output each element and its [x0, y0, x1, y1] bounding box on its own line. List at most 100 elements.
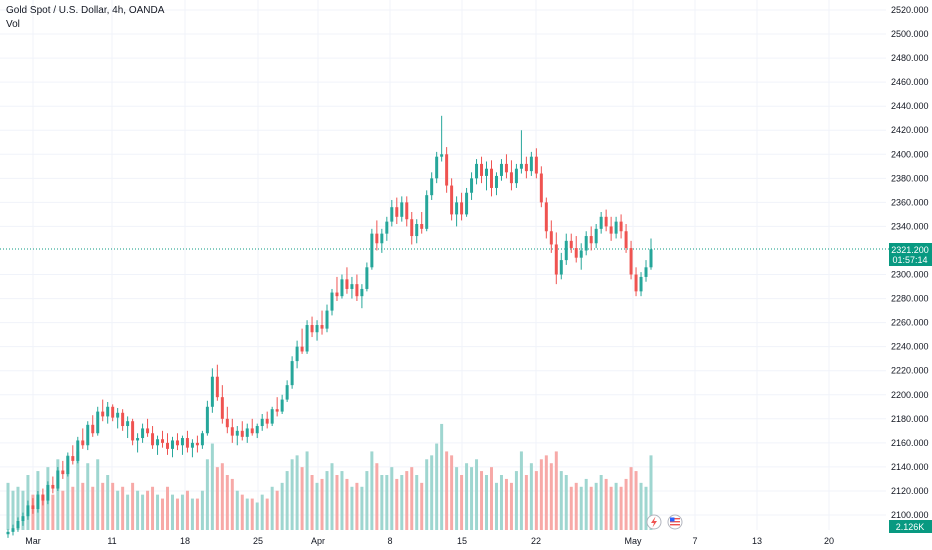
candle-body [499, 163, 503, 176]
volume-bar [499, 475, 503, 530]
candle-body [325, 310, 329, 329]
volume-bar [350, 486, 354, 530]
candle-body [594, 228, 598, 244]
volume-bar [584, 478, 588, 530]
volume-bar [514, 471, 518, 530]
volume-bar [215, 467, 219, 530]
volume-bar [425, 459, 429, 530]
volume-bar [365, 471, 369, 530]
price-axis[interactable]: 2520.000 2500.000 2480.000 2460.000 2440.000… [891, 5, 929, 520]
candle-body [475, 163, 479, 179]
volume-bar [574, 482, 578, 530]
volume-bar [624, 478, 628, 530]
candle-body [166, 442, 169, 449]
lightning-icon[interactable] [646, 514, 662, 530]
candle-body [405, 202, 409, 220]
price-tick-label: 2440.000 [891, 101, 929, 111]
candle-body [41, 494, 45, 501]
candle-body [410, 219, 414, 237]
volume-bar [370, 451, 374, 530]
volume-bar [270, 486, 274, 530]
us-flag-icon[interactable] [667, 514, 683, 530]
volume-bar [175, 498, 179, 530]
candle-body [71, 456, 75, 461]
volume-bar [559, 471, 563, 530]
candle-body [225, 418, 229, 428]
volume-bar [604, 478, 608, 530]
candle-body [235, 430, 239, 436]
time-axis[interactable]: Mar 11 18 25 Apr 8 15 22 May 7 13 20 [25, 536, 834, 546]
candle-body [539, 173, 543, 203]
price-tick-label: 2340.000 [891, 221, 929, 231]
chart-legend[interactable]: Gold Spot / U.S. Dollar, 4h, OANDA Vol [6, 4, 164, 32]
volume-bar [96, 459, 100, 530]
candle-body [270, 409, 274, 424]
volume-bar [460, 475, 464, 530]
volume-bar [470, 467, 474, 530]
volume-bar [185, 490, 189, 530]
candle-body [295, 346, 299, 362]
volume-bar [440, 423, 444, 530]
volume-bar [275, 490, 279, 530]
price-tick-label: 2100.000 [891, 510, 929, 520]
volume-bar [639, 482, 643, 530]
candle-body [519, 163, 523, 169]
price-tick-label: 2500.000 [891, 29, 929, 39]
candle-body [265, 418, 269, 424]
candle-body [106, 406, 110, 417]
volume-bar [195, 498, 199, 530]
symbol-title[interactable]: Gold Spot / U.S. Dollar, 4h, OANDA [6, 5, 165, 16]
volume-bar [504, 478, 508, 530]
candle-body [230, 427, 234, 436]
candle-body [310, 325, 314, 333]
volume-bar [81, 482, 85, 530]
volume-bar [225, 475, 229, 530]
volume-bar [494, 482, 498, 530]
candle-body [200, 433, 204, 446]
volume-bar [594, 482, 598, 530]
candle-body [51, 484, 55, 489]
candle-body [250, 428, 254, 434]
candle-body [460, 202, 464, 215]
volume-indicator-label[interactable]: Vol [6, 19, 20, 30]
volume-bar [380, 475, 384, 530]
candle-body [544, 202, 548, 232]
candle-body [300, 346, 304, 352]
candle-body [215, 376, 219, 398]
volume-bar [554, 451, 558, 530]
volume-bar [106, 475, 110, 530]
candle-body [390, 207, 394, 222]
volume-bar [355, 482, 359, 530]
candle-body [589, 236, 593, 244]
volume-bar [240, 494, 244, 530]
volume-bar [295, 455, 299, 530]
time-tick-label: 15 [457, 536, 467, 546]
volume-bar [111, 482, 115, 530]
volume-bar [435, 443, 439, 530]
candle-body [509, 172, 513, 184]
volume-bar [614, 482, 618, 530]
volume-bar [410, 467, 414, 530]
volume-bar [126, 494, 130, 530]
candle-body [156, 439, 160, 446]
volume-bar [634, 471, 638, 530]
volume-bar [51, 494, 55, 530]
candle-body [16, 521, 20, 529]
volume-bar [564, 475, 568, 530]
candle-body [345, 279, 349, 289]
volume-bar [629, 467, 633, 530]
volume-bar [644, 486, 648, 530]
candle-body [170, 440, 174, 449]
time-tick-label: Apr [311, 536, 325, 546]
candle-body [494, 175, 498, 188]
candle-body [604, 216, 608, 227]
candle-body [185, 438, 189, 448]
candle-body [574, 248, 578, 258]
volume-bar [490, 467, 493, 530]
volume-bar [156, 494, 160, 530]
candle-body [554, 244, 558, 275]
volume-bar [579, 486, 583, 530]
candle-body [205, 406, 209, 434]
